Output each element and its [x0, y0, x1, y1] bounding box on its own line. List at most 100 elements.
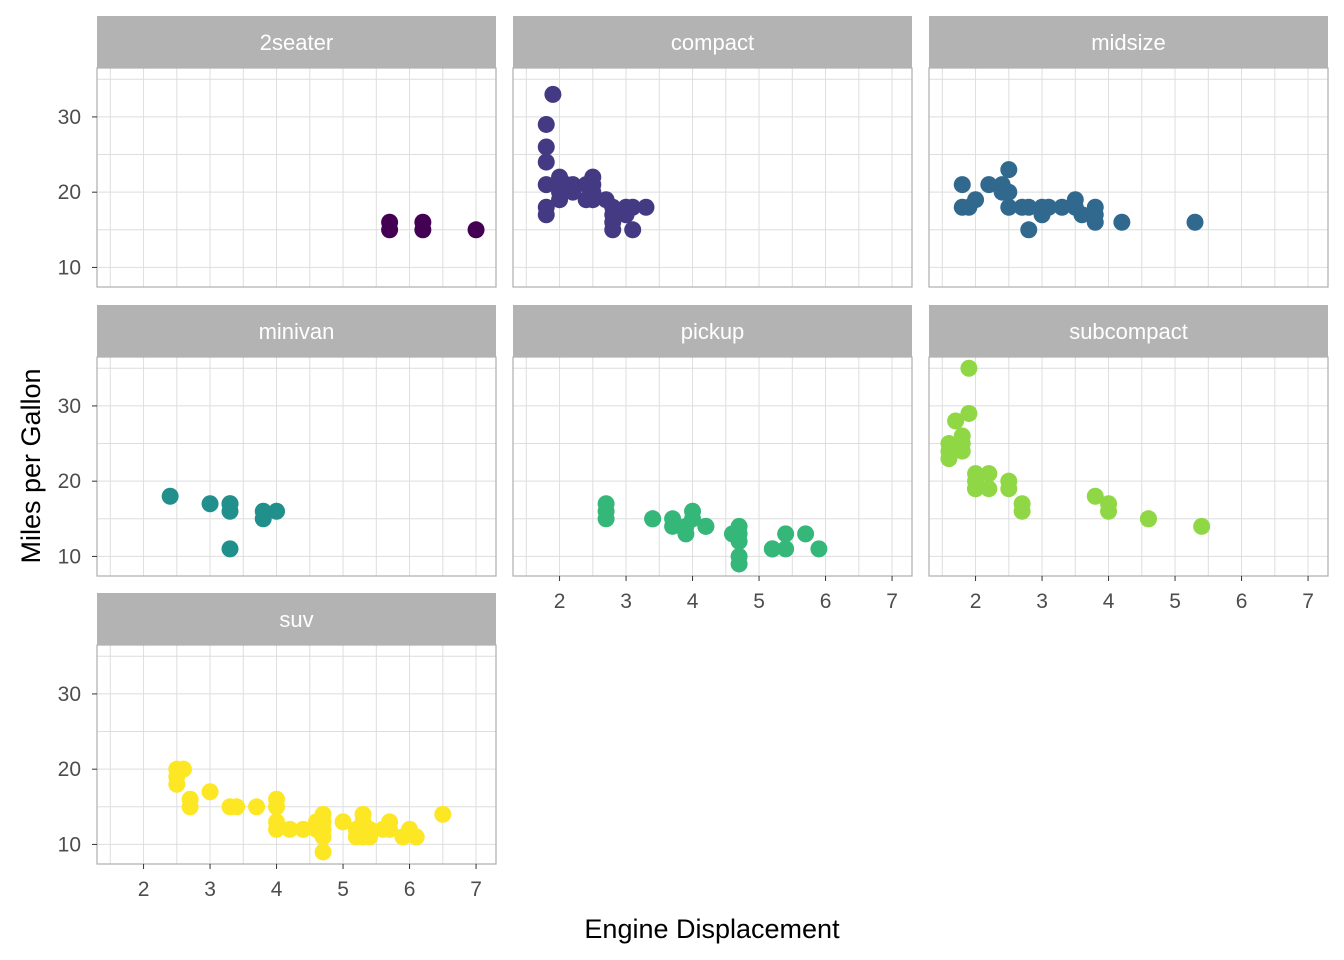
panel-border	[96, 644, 497, 865]
data-point	[1086, 198, 1104, 216]
facet-panel-midsize: midsize	[928, 16, 1329, 288]
facet-strip-label: pickup	[681, 319, 745, 344]
data-point	[544, 85, 562, 103]
data-point	[314, 828, 332, 846]
x-tick-label: 2	[138, 878, 150, 901]
data-point	[314, 843, 332, 861]
x-tick-label: 6	[820, 590, 832, 613]
facet-strip-label: minivan	[259, 319, 335, 344]
x-tick-label: 6	[1236, 590, 1248, 613]
data-point	[268, 798, 286, 816]
facet-panels: 2seater 10 20 30 compact midsize minivan 10 20 30…	[58, 16, 1329, 901]
data-point	[960, 359, 978, 377]
data-point	[1053, 198, 1071, 216]
data-point	[228, 798, 246, 816]
data-point	[664, 517, 682, 535]
data-point	[1086, 487, 1104, 505]
data-point	[777, 540, 795, 558]
data-point	[537, 138, 555, 156]
y-tick-label: 20	[58, 181, 81, 204]
data-point	[374, 820, 392, 838]
data-point	[597, 191, 615, 209]
data-point	[294, 820, 312, 838]
y-tick-label: 10	[58, 545, 81, 568]
data-point	[797, 525, 815, 543]
y-tick-label: 30	[58, 683, 81, 706]
facet-panel-2seater: 2seater 10 20 30	[58, 16, 497, 288]
data-point	[537, 115, 555, 133]
x-tick-label: 5	[753, 590, 765, 613]
data-point	[953, 176, 971, 194]
x-tick-label: 4	[687, 590, 699, 613]
data-point	[551, 191, 569, 209]
data-point	[1000, 198, 1018, 216]
data-point	[1013, 198, 1031, 216]
facet-strip-label: suv	[279, 607, 313, 632]
data-point	[1073, 206, 1091, 224]
data-point	[960, 404, 978, 422]
data-point	[161, 487, 179, 505]
data-point	[268, 502, 286, 520]
data-point	[1086, 213, 1104, 231]
data-point	[1020, 221, 1038, 239]
data-point	[684, 510, 702, 528]
facet-strip-label: compact	[671, 30, 754, 55]
data-point	[967, 480, 985, 498]
data-point	[584, 191, 602, 209]
data-point	[1000, 183, 1018, 201]
panel-border	[512, 356, 913, 577]
data-point	[181, 798, 199, 816]
data-point	[604, 221, 622, 239]
data-point	[564, 176, 582, 194]
y-tick-label: 20	[58, 758, 81, 781]
data-point	[1186, 213, 1204, 231]
data-point	[221, 495, 239, 513]
y-tick-label: 30	[58, 395, 81, 418]
data-point	[347, 820, 365, 838]
x-tick-label: 3	[620, 590, 632, 613]
data-point	[1013, 502, 1031, 520]
facet-panel-compact: compact	[512, 16, 913, 288]
data-point	[953, 442, 971, 460]
data-point	[334, 813, 352, 831]
data-point	[168, 775, 186, 793]
data-point	[174, 760, 192, 778]
x-axis-title: Engine Displacement	[584, 914, 840, 944]
data-point	[1000, 161, 1018, 179]
x-tick-label: 5	[337, 878, 349, 901]
x-tick-label: 6	[404, 878, 416, 901]
facet-strip-compact	[513, 16, 912, 68]
data-point	[201, 495, 219, 513]
data-point	[624, 198, 642, 216]
data-point	[361, 828, 379, 846]
data-point	[381, 221, 399, 239]
data-point	[980, 480, 998, 498]
data-point	[624, 221, 642, 239]
facet-panel-minivan: minivan 10 20 30	[58, 305, 497, 577]
data-point	[810, 540, 828, 558]
data-point	[980, 176, 998, 194]
facet-strip-subcompact	[929, 305, 1328, 357]
data-point	[960, 198, 978, 216]
data-point	[467, 221, 485, 239]
data-point	[221, 540, 239, 558]
data-point	[434, 805, 452, 823]
data-point	[1040, 198, 1058, 216]
panel-border	[928, 356, 1329, 577]
y-tick-label: 20	[58, 470, 81, 493]
y-axis-title: Miles per Gallon	[16, 368, 46, 563]
data-point	[414, 221, 432, 239]
facet-strip-label: 2seater	[260, 30, 333, 55]
x-tick-label: 2	[554, 590, 566, 613]
data-point	[248, 798, 266, 816]
data-point	[537, 176, 555, 194]
data-point	[254, 510, 272, 528]
facet-strip-pickup	[513, 305, 912, 357]
data-point	[537, 153, 555, 171]
data-point	[281, 820, 299, 838]
data-point	[947, 412, 965, 430]
y-tick-label: 10	[58, 833, 81, 856]
data-point	[940, 450, 958, 468]
data-point	[201, 783, 219, 801]
